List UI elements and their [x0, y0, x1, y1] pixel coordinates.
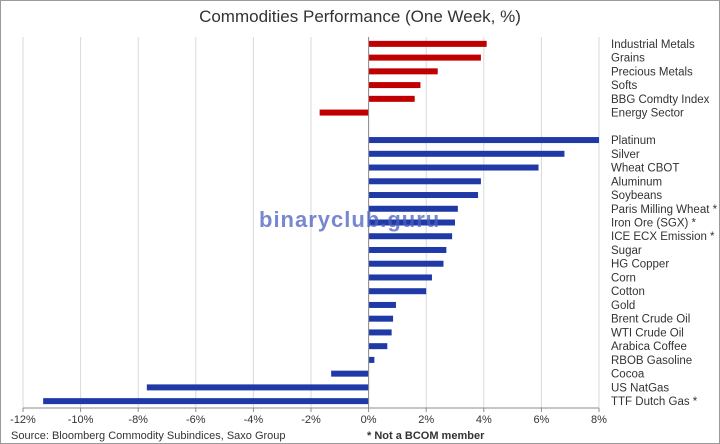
- watermark: binaryclub.guru: [259, 207, 441, 232]
- category-label: ICE ECX Emission *: [611, 231, 715, 243]
- bar: [368, 68, 438, 75]
- category-label: Gold: [611, 300, 635, 312]
- category-label: Arabica Coffee: [611, 341, 687, 353]
- category-label: WTI Crude Oil: [611, 327, 684, 339]
- category-label: Iron Ore (SGX) *: [611, 218, 697, 230]
- x-tick-label: -2%: [301, 414, 321, 426]
- bar: [368, 260, 444, 267]
- category-label: Softs: [611, 80, 637, 92]
- bar: [368, 82, 421, 89]
- x-tick-label: -10%: [68, 414, 94, 426]
- bar: [368, 301, 396, 308]
- category-label: TTF Dutch Gas *: [611, 396, 698, 408]
- x-tick-label: 4%: [476, 414, 492, 426]
- bar: [368, 192, 479, 199]
- category-label: Aluminum: [611, 176, 662, 188]
- bar: [368, 233, 453, 240]
- category-label: Brent Crude Oil: [611, 314, 690, 326]
- footnote: * Not a BCOM member: [367, 430, 485, 442]
- category-label: Sugar: [611, 245, 642, 257]
- category-label: US NatGas: [611, 382, 669, 394]
- bar: [368, 205, 458, 212]
- category-label: Platinum: [611, 135, 656, 147]
- bar: [146, 384, 369, 391]
- bar: [368, 356, 375, 363]
- bar: [319, 109, 369, 116]
- bar: [43, 398, 369, 405]
- bar: [368, 95, 415, 102]
- bar: [368, 150, 565, 157]
- x-tick-label: -12%: [10, 414, 36, 426]
- bar: [368, 178, 481, 185]
- bar: [368, 274, 432, 281]
- bar: [368, 343, 388, 350]
- bar: [368, 164, 539, 171]
- category-label: Energy Sector: [611, 108, 684, 120]
- category-label: HG Copper: [611, 259, 669, 271]
- category-label: Silver: [611, 149, 640, 161]
- category-label: Corn: [611, 272, 636, 284]
- category-label: Paris Milling Wheat *: [611, 204, 718, 216]
- bar: [331, 370, 369, 377]
- chart-title: Commodities Performance (One Week, %): [199, 7, 521, 26]
- bar: [368, 219, 455, 226]
- category-label: Precious Metals: [611, 66, 693, 78]
- bar: [368, 246, 447, 253]
- x-tick-label: 0%: [361, 414, 377, 426]
- x-tick-label: 6%: [533, 414, 549, 426]
- x-tick-label: -4%: [244, 414, 264, 426]
- x-tick-label: 2%: [418, 414, 434, 426]
- bar: [368, 54, 481, 61]
- x-tick-label: -6%: [186, 414, 206, 426]
- category-label: Soybeans: [611, 190, 662, 202]
- bar: [368, 329, 392, 336]
- bar: [368, 288, 427, 295]
- source-note: Source: Bloomberg Commodity Subindices, …: [11, 430, 286, 442]
- x-tick-label: 8%: [591, 414, 607, 426]
- category-label: Cotton: [611, 286, 645, 298]
- category-label: BBG Comdty Index: [611, 94, 710, 106]
- category-label: Cocoa: [611, 369, 645, 381]
- x-tick-label: -8%: [128, 414, 148, 426]
- bar: [368, 315, 394, 322]
- category-label: Grains: [611, 53, 645, 65]
- category-label: Industrial Metals: [611, 39, 695, 51]
- bar: [368, 40, 487, 47]
- bar: [368, 137, 599, 144]
- category-label: RBOB Gasoline: [611, 355, 692, 367]
- category-label: Wheat CBOT: [611, 163, 679, 175]
